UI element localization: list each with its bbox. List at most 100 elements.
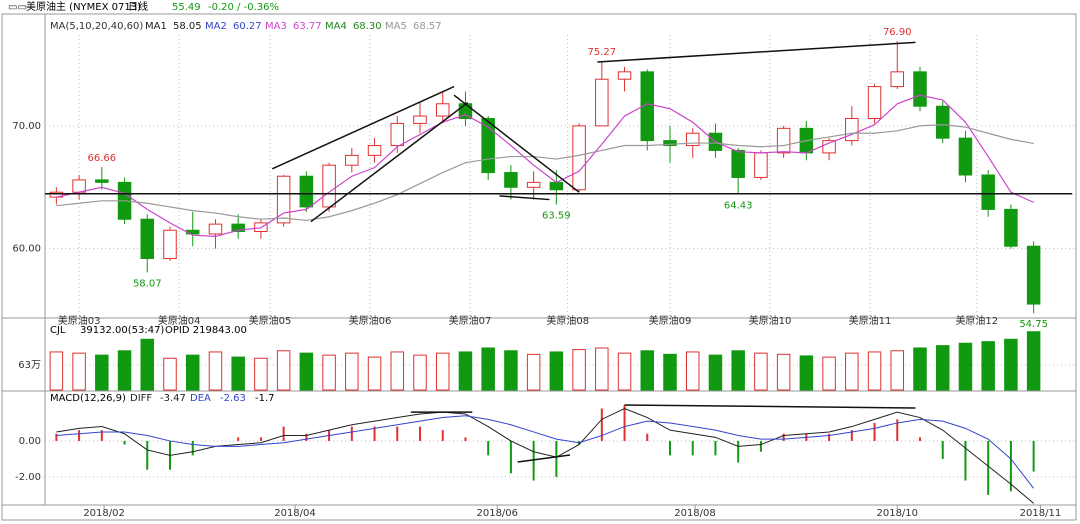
legend-value: -3.47 [160,393,186,404]
legend-name: MA2 [205,21,227,32]
price-annotation: 66.66 [87,153,116,164]
volume-bar [458,351,473,391]
volume-bar [822,356,836,391]
volume-bar [935,345,950,391]
candle-body [549,181,564,191]
trend-line [517,454,571,463]
volume-bar [322,354,336,391]
volume-bar [49,351,64,391]
opid: OPID 219843.00 [165,325,247,336]
last-price: 55.49 [172,2,201,13]
candle-body [595,78,609,127]
chart-title: 美原油主 (NYMEX 0713) [26,0,141,13]
volume-bar [481,347,495,391]
trend-line [499,195,550,201]
ma-line [56,94,1034,238]
candle-body [299,175,314,208]
candle-body [958,137,973,176]
candle-body [95,179,109,183]
candle-body [231,223,245,232]
x-tick-label: 2018/06 [476,508,518,519]
x-tick-label: 2018/04 [274,508,316,519]
candle-body [913,71,927,107]
legend-name: MA3 [265,21,287,32]
volume-bar [72,352,86,391]
candle-body [345,154,359,166]
trend-line [624,404,916,409]
candle-body [776,127,791,154]
header-icon: ▭▭ [8,2,27,13]
price-annotation: 64.43 [724,200,753,211]
volume-reading: 39132.00(53:47) [80,325,164,336]
legend-name: MA1 [145,21,167,32]
legend-value: 58.05 [173,21,202,32]
volume-bar [1026,331,1041,391]
y-tick-label: 0.00 [19,436,41,447]
volume-bar [117,350,132,391]
volume-bar [1004,338,1018,391]
contract-label: 美原油12 [955,314,998,327]
legend-name: MA5 [385,21,407,32]
contract-label: 美原油11 [849,314,892,327]
contract-label: 美原油06 [349,314,392,327]
volume-bar [890,350,905,391]
candle-body [935,105,950,139]
contract-label: 美原油09 [649,314,692,327]
candle-body [663,140,677,147]
x-tick-label: 2018/02 [83,508,125,519]
volume-bar [913,347,927,391]
y-tick-label: 60.00 [12,244,41,255]
volume-bar [845,352,859,391]
ma-title: MA(5,10,20,40,60) [50,21,143,32]
volume-bar [185,354,200,391]
volume-bar [276,350,291,391]
trend-line [597,41,916,63]
legend-value: 60.27 [233,21,262,32]
candle-body [504,172,518,188]
price-annotation: 75.27 [587,47,616,58]
candle-body [890,71,905,88]
candle-body [413,115,427,124]
candle-body [845,118,859,142]
legend-value: 63.77 [293,21,322,32]
candle-body [731,149,745,178]
period: 日线 [128,0,148,13]
contract-label: 美原油07 [449,314,492,327]
candle-body [322,164,336,208]
candle-body [1004,208,1018,247]
price-annotation: 63.59 [542,211,571,222]
candle-body [526,181,541,188]
contract-label: 美原油08 [546,314,589,327]
volume-bar [617,352,632,391]
volume-bar [390,351,405,391]
change: -0.20 / -0.36% [208,2,279,13]
volume-bar [413,354,427,391]
candle-body [572,125,586,191]
price-annotation: 76.90 [883,27,912,38]
volume-bar [549,351,564,391]
volume-bar [640,350,655,391]
volume-bar [867,351,882,391]
volume-bar [685,351,700,391]
candle-body [867,86,882,120]
volume-bar [299,352,314,391]
volume-bar [754,352,768,391]
volume-bar [435,352,450,391]
volume-bar [345,352,359,391]
x-tick-label: 2018/10 [876,508,918,519]
legend-value: 68.30 [353,21,382,32]
contract-label: 美原油05 [249,314,292,327]
ma-line [56,124,1034,222]
volume-bar [254,357,268,391]
candle-body [685,132,700,147]
volume-bar [504,350,518,391]
candle-body [754,152,768,178]
volume-bar [595,347,609,391]
frame [1,13,1077,521]
volume-bar [731,350,745,391]
volume-bar [140,338,155,391]
volume-bar [799,355,814,391]
volume-bar [981,341,995,391]
